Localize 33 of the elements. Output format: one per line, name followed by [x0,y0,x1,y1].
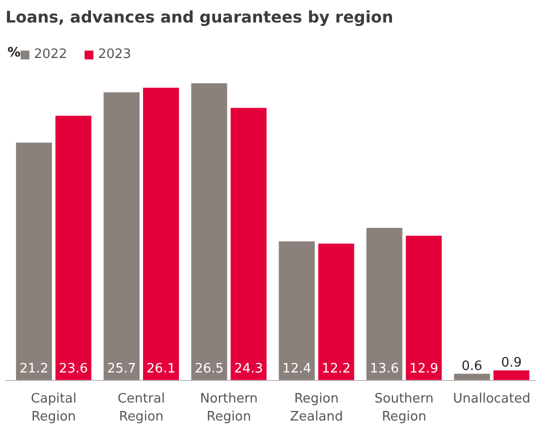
bar [16,142,52,380]
data-label: 26.1 [146,362,176,376]
bar [366,228,402,380]
bar [406,236,442,380]
legend-label: 2022 [34,47,68,62]
x-tick-label: Northern Region [200,392,258,424]
chart-title: Loans, advances and guarantees by region [6,8,394,26]
bar [143,88,179,380]
legend-label: 2023 [98,47,132,62]
y-axis-title: % [8,46,21,60]
data-label: 0.9 [501,355,522,370]
x-tick-label: Southern Region [374,392,434,424]
data-label: 12.9 [409,362,438,376]
data-label: 13.6 [370,362,399,376]
x-tick-label: Central Region [118,392,165,424]
data-label: 24.3 [234,362,264,376]
data-label: 0.6 [462,358,482,374]
data-label: 23.6 [58,362,88,376]
bar [230,108,267,380]
data-label: 25.7 [107,362,136,376]
x-tick-label: Unallocated [453,392,530,406]
data-label: 26.5 [194,362,224,376]
x-tick-label: Region Zealand [290,392,343,424]
bar [493,370,530,380]
bar [104,92,140,380]
bar [278,241,315,380]
bar [55,116,92,380]
data-label: 21.2 [20,362,48,376]
data-label: 12.2 [322,362,351,376]
data-label: 12.4 [282,362,312,376]
bar [318,244,354,380]
bar [191,83,228,380]
x-tick-label: Capital Region [30,392,76,424]
